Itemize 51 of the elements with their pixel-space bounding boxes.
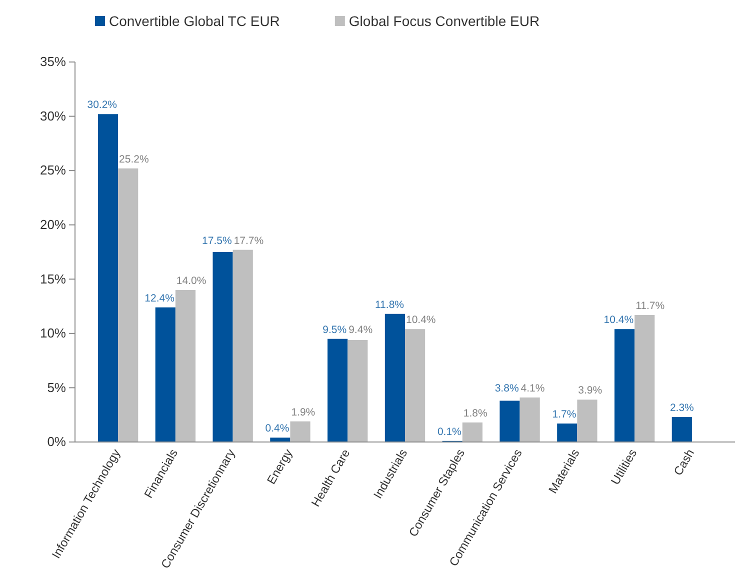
- data-label: 1.8%: [463, 407, 488, 420]
- data-label: 12.4%: [144, 292, 174, 304]
- data-label: 17.5%: [202, 234, 232, 247]
- y-tick-label: 0%: [47, 434, 66, 450]
- bar: [557, 424, 578, 442]
- bar: [155, 307, 176, 442]
- bar: [118, 168, 138, 442]
- data-label: 14.0%: [176, 275, 206, 287]
- data-label: 9.4%: [348, 324, 373, 336]
- data-label: 25.2%: [119, 153, 149, 166]
- bar: [462, 422, 482, 442]
- y-tick-label: 30%: [40, 108, 66, 124]
- data-label: 10.4%: [406, 314, 436, 326]
- y-tick-label: 15%: [40, 271, 66, 286]
- data-label: 17.7%: [234, 234, 264, 247]
- bar: [290, 421, 310, 442]
- data-label: 4.1%: [520, 382, 545, 394]
- data-label: 11.7%: [636, 300, 665, 312]
- bar: [405, 329, 426, 442]
- data-label: 0.4%: [265, 422, 290, 435]
- bar: [98, 114, 118, 442]
- bar: [500, 400, 520, 442]
- data-label: 11.8%: [375, 298, 404, 311]
- data-label: 0.1%: [437, 426, 462, 438]
- bar: [348, 340, 368, 442]
- data-label: 1.9%: [291, 406, 316, 418]
- bar: [212, 252, 233, 442]
- bar: [232, 250, 253, 442]
- bar: [614, 329, 635, 442]
- y-tick-label: 25%: [40, 162, 66, 178]
- y-tick-label: 5%: [47, 380, 66, 395]
- bar: [672, 417, 692, 442]
- data-label: 10.4%: [604, 314, 634, 326]
- y-tick-label: 20%: [40, 217, 66, 232]
- bar: [577, 400, 598, 442]
- bar: [175, 290, 196, 442]
- y-tick-label: 35%: [40, 54, 66, 70]
- data-label: 9.5%: [322, 324, 347, 336]
- legend-label: Global Focus Convertible EUR: [348, 13, 540, 29]
- bar: [384, 314, 405, 442]
- legend-label: Convertible Global TC EUR: [109, 13, 280, 29]
- data-label: 3.8%: [494, 382, 519, 394]
- data-label: 30.2%: [87, 99, 118, 112]
- y-tick-label: 10%: [40, 326, 66, 341]
- bar: [634, 314, 655, 442]
- data-label: 3.9%: [578, 384, 602, 397]
- bar: [520, 397, 540, 442]
- data-label: 2.3%: [670, 402, 694, 414]
- data-label: 1.7%: [552, 408, 576, 421]
- bar: [270, 438, 290, 442]
- bar: [328, 338, 348, 442]
